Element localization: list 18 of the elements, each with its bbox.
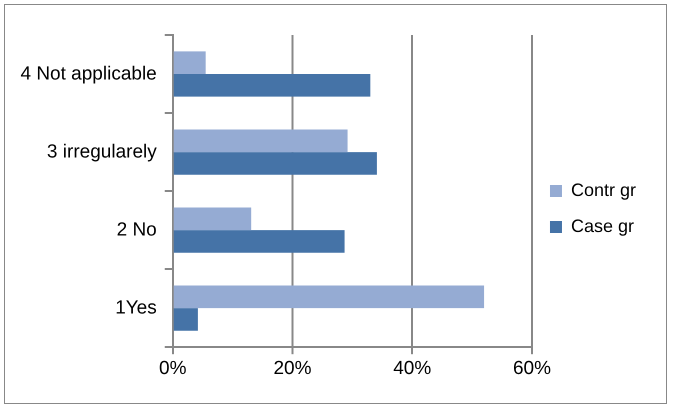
bar (174, 308, 198, 331)
bar (174, 152, 377, 175)
bar (174, 51, 206, 74)
y-tick-label: 2 No (116, 219, 157, 240)
bar (174, 286, 484, 308)
x-tick-label: 20% (273, 358, 312, 379)
x-tick-label: 60% (512, 358, 552, 379)
bar (174, 230, 345, 253)
y-tick-label: 1Yes (115, 297, 157, 318)
y-tick-label: 3 irregularely (46, 141, 158, 162)
y-tick-label: 4 Not applicable (20, 63, 157, 84)
x-tick-label: 40% (393, 358, 432, 379)
bar (174, 129, 348, 152)
legend-label: Contr gr (570, 180, 636, 200)
legend-label: Case gr (570, 216, 634, 236)
x-tick-label: 0% (159, 358, 187, 379)
bar (174, 207, 252, 230)
bar (174, 74, 370, 97)
